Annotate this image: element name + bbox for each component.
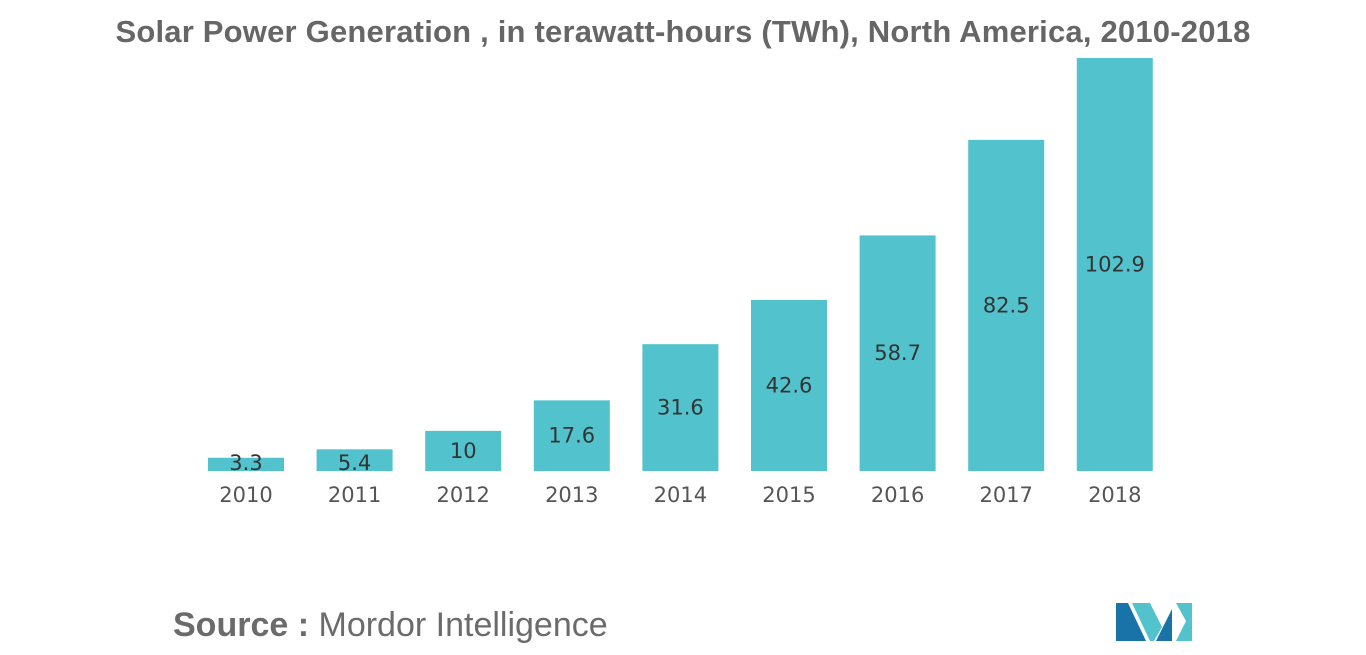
x-tick-label-2010: 2010 [219,483,272,507]
bar-value-label-2015: 42.6 [766,374,813,398]
x-tick-label-2016: 2016 [871,483,924,507]
bar-value-label-2018: 102.9 [1085,253,1145,277]
bar-2011 [316,449,393,471]
logo-shape-1 [1116,603,1146,641]
x-tick-label-2018: 2018 [1088,483,1141,507]
x-tick-label-2011: 2011 [328,483,381,507]
x-tick-label-2012: 2012 [436,483,489,507]
bar-value-label-2010: 3.3 [229,451,262,475]
bar-value-label-2013: 17.6 [548,424,595,448]
source-label: Source : [173,606,310,644]
logo-shape-2 [1132,603,1162,641]
bar-2014 [642,344,719,471]
bar-value-label-2016: 58.7 [874,341,921,365]
bar-2013 [533,400,610,471]
bar-value-label-2011: 5.4 [338,451,371,475]
bar-2010 [208,457,284,471]
x-tick-label-2014: 2014 [654,483,707,507]
mordor-intelligence-logo-icon [1116,603,1192,641]
bar-value-label-2017: 82.5 [983,293,1030,317]
logo-shape-3 [1156,609,1172,641]
chart-title: Solar Power Generation , in terawatt-hou… [115,14,1251,49]
bar-value-label-2012: 10 [450,439,477,463]
bar-value-label-2014: 31.6 [657,396,704,420]
bar-2016 [859,235,936,471]
x-tick-label-2013: 2013 [545,483,598,507]
x-tick-label-2017: 2017 [979,483,1032,507]
bar-2015 [751,300,827,471]
logo-shape-4 [1176,603,1192,641]
bar-labels-layer: 3.3 5.4 10 17.6 31.6 42.6 58.7 82.5 102.9 [229,253,1145,476]
bars-layer [208,58,1153,471]
bar-2017 [968,139,1045,471]
bar-2012 [425,430,502,471]
x-tick-label-2015: 2015 [762,483,815,507]
x-axis-tick-labels: 2010 2011 2012 2013 2014 2015 2016 2017 2018 [219,483,1141,507]
bar-2018 [1076,58,1153,471]
source-note: Source : Mordor Intelligence [173,606,608,645]
source-name: Mordor Intelligence [318,606,608,644]
